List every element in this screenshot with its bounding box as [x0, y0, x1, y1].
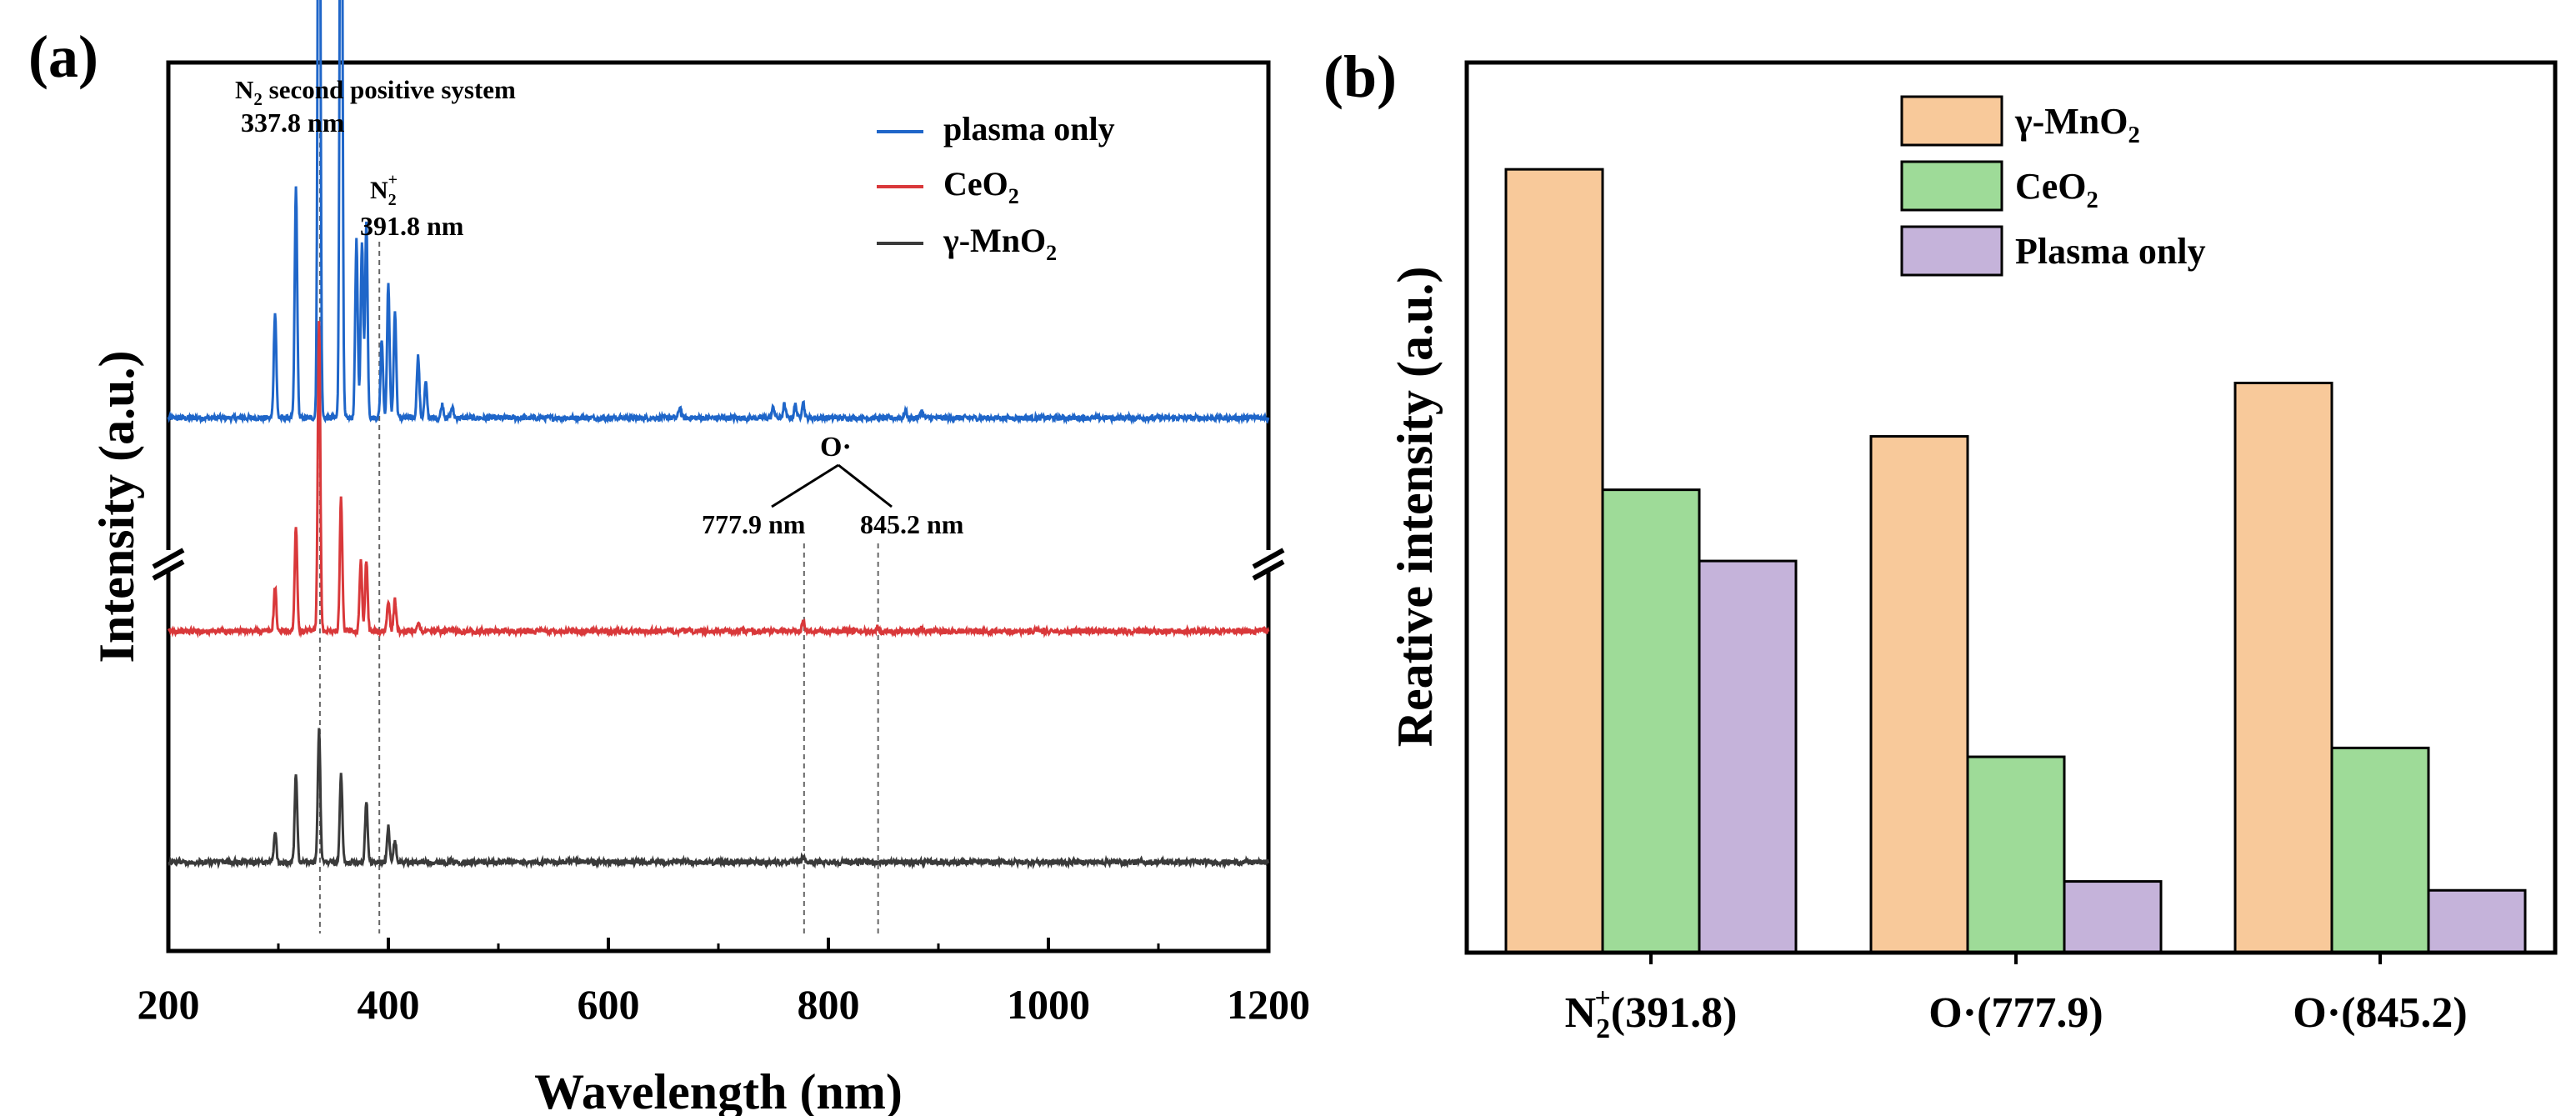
category-label-2: O·(777.9)	[1928, 989, 2103, 1037]
x-tick-label: 400	[358, 981, 420, 1028]
legend-b: γ-MnO2 CeO2 Plasma only	[1900, 95, 2206, 277]
n2plus-annotation-wavelength: 391.8 nm	[360, 211, 464, 241]
y-axis-label-b: Reative intensity (a.u.)	[1388, 267, 1443, 748]
n2-annotation-wavelength: 337.8 nm	[241, 108, 345, 138]
x-tick-label: 600	[578, 981, 640, 1028]
x-tick-label: 1200	[1227, 981, 1310, 1028]
spectrum-series	[167, 0, 1270, 870]
o-annotation-label: O·	[820, 432, 852, 463]
n2plus-annotation-label: N2+	[370, 171, 398, 209]
panel-a-label: (a)	[28, 23, 98, 90]
bar-ceo2-2	[1966, 755, 2066, 954]
category-label-3: O·(845.2)	[2293, 989, 2467, 1037]
legend-label-b-1: γ-MnO2	[2014, 101, 2140, 148]
o-annotation-777: 777.9 nm	[702, 509, 806, 539]
bar-mno2-3	[2233, 381, 2333, 954]
spectrum-mno2	[168, 728, 1270, 870]
panel-b-frame	[1464, 60, 2558, 955]
o-annotation-bracket-right	[838, 463, 893, 508]
bar-plasma-only-3	[2427, 888, 2527, 954]
panel-a-spectrum: 200 400 600 800 1000 1200 Intensity (a.u.) Wa…	[89, 0, 1310, 1116]
y-axis-label-a: Intensity (a.u.)	[89, 350, 144, 663]
legend-swatch-3	[1900, 225, 2003, 277]
panel-b-bars: N2+(391.8) O·(777.9) O·(845.2) Reative int…	[1388, 60, 2558, 1044]
bar-plasma-only-2	[2063, 880, 2163, 954]
legend-label-b-2: CeO2	[2015, 166, 2098, 213]
x-tick-label: 200	[138, 981, 200, 1028]
category-labels: N2+(391.8) O·(777.9) O·(845.2)	[1565, 953, 2468, 1044]
o-annotation-bracket-left	[771, 463, 839, 508]
x-axis-ticks: 200 400 600 800 1000 1200	[138, 938, 1310, 1028]
x-tick-label: 800	[798, 981, 860, 1028]
x-axis-label-a: Wavelength (nm)	[534, 1064, 903, 1116]
spectrum-ceo2	[167, 321, 1270, 639]
o-annotation-845: 845.2 nm	[860, 509, 964, 539]
axis-break-left	[152, 548, 185, 581]
legend-label-b-3: Plasma only	[2015, 231, 2206, 272]
bar-mno2-1	[1504, 168, 1604, 954]
bar-ceo2-3	[2330, 746, 2430, 954]
axis-break-right	[1252, 548, 1285, 581]
panel-b-label: (b)	[1323, 43, 1397, 110]
legend-swatch-1	[1900, 95, 2003, 147]
bar-plasma-only-1	[1698, 559, 1798, 954]
legend-label-1: plasma only	[943, 110, 1115, 148]
bar-ceo2-1	[1601, 488, 1701, 954]
category-label-1: N2+(391.8)	[1565, 983, 1738, 1044]
bar-mno2-2	[1869, 435, 1969, 954]
legend-a: plasma only CeO2 γ-MnO2	[877, 110, 1115, 265]
reference-lines	[318, 133, 879, 933]
legend-swatch-2	[1900, 160, 2003, 212]
bar-series	[1504, 168, 2527, 954]
legend-label-3: γ-MnO2	[943, 222, 1057, 265]
n2-annotation-title: N2 second positive system	[235, 75, 516, 109]
legend-label-2: CeO2	[943, 165, 1019, 208]
x-tick-label: 1000	[1007, 981, 1090, 1028]
panel-a-frame	[166, 60, 1271, 953]
spectrum-plasma-only	[167, 0, 1270, 426]
